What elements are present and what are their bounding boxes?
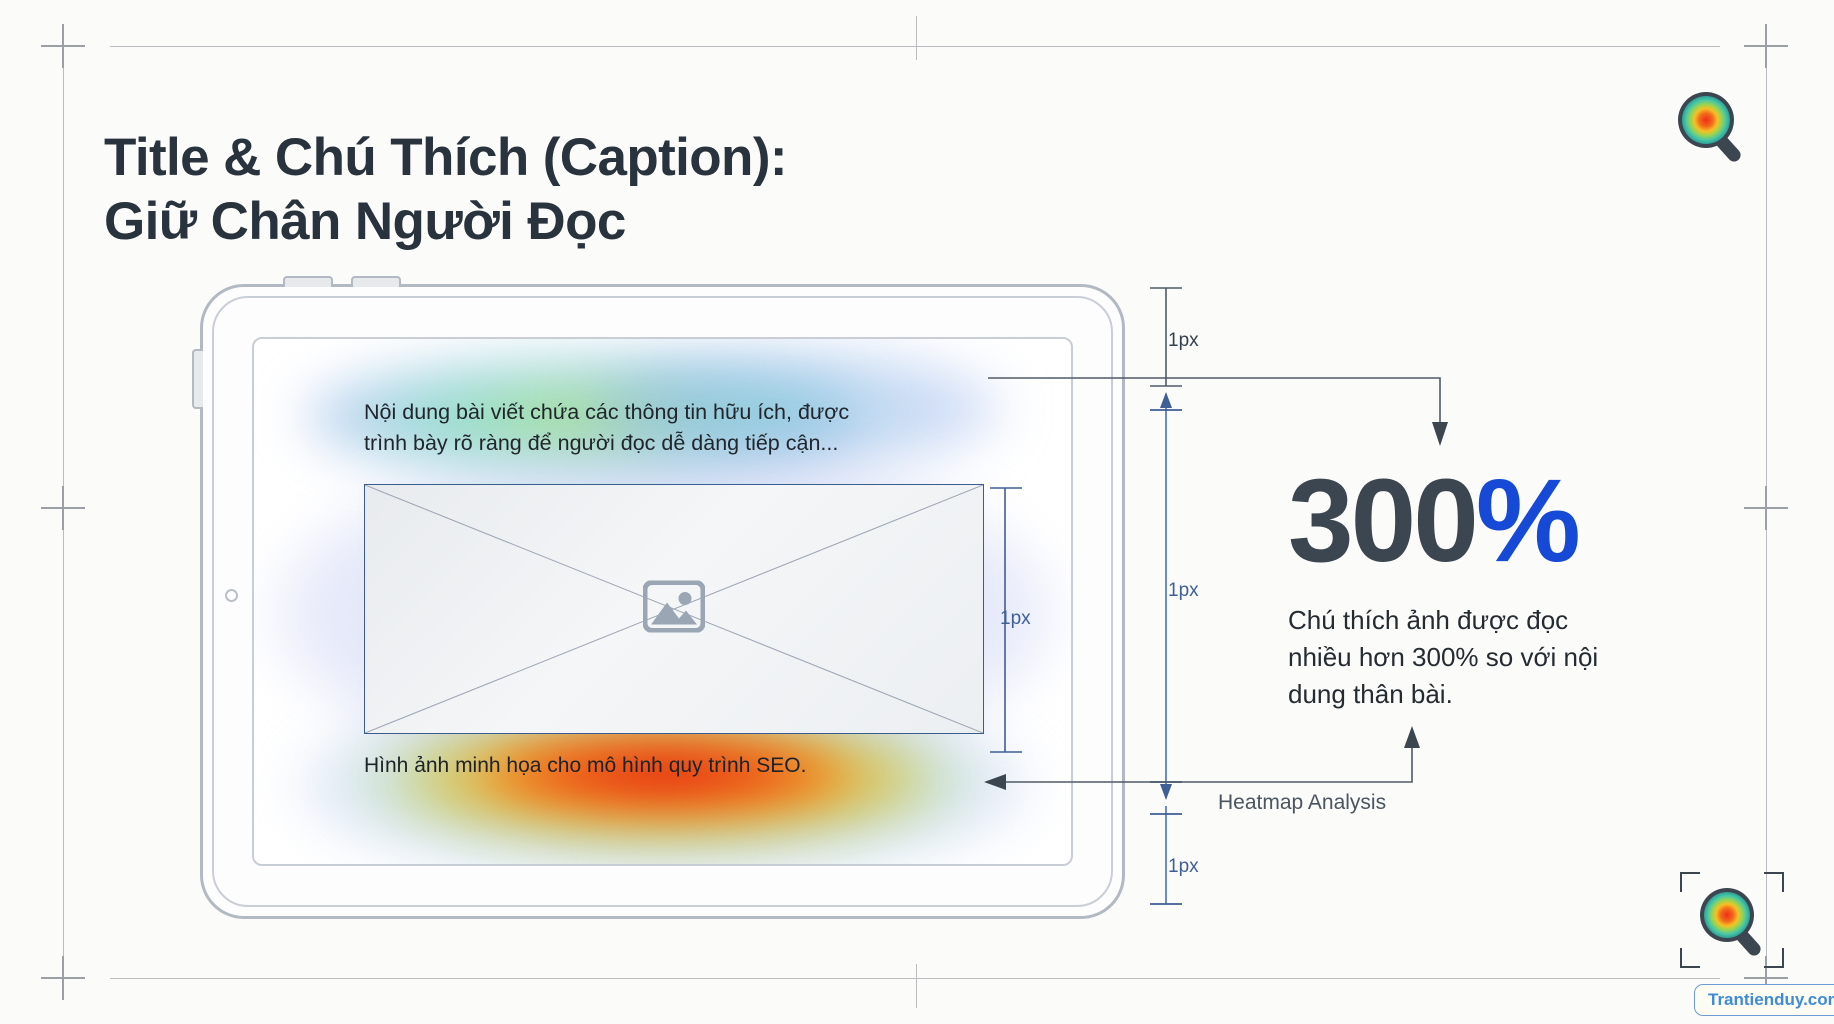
measure-image-right bbox=[990, 487, 1022, 753]
tablet-power-button[interactable] bbox=[192, 349, 203, 409]
article-image-placeholder bbox=[364, 484, 984, 734]
tablet-camera-icon bbox=[225, 589, 238, 602]
measure-label-image-right: 1px bbox=[1000, 608, 1031, 629]
registration-mark-top-right bbox=[1744, 24, 1788, 68]
crop-corner-bottom-left bbox=[1680, 948, 1700, 968]
image-placeholder-icon bbox=[642, 580, 706, 638]
measure-label-bottom-gap: 1px bbox=[1168, 856, 1199, 877]
guide-line-left bbox=[63, 52, 64, 972]
article-body-text: Nội dung bài viết chứa các thông tin hữu… bbox=[364, 400, 850, 455]
crop-corner-top-right bbox=[1764, 872, 1784, 892]
stat-value: 300% bbox=[1288, 462, 1708, 580]
guide-tick-top-center bbox=[916, 16, 917, 60]
crop-frame-icon bbox=[1680, 872, 1784, 968]
heatmap-analysis-label: Heatmap Analysis bbox=[1218, 791, 1387, 814]
measure-label-top-gap: 1px bbox=[1168, 330, 1199, 351]
guide-line-bottom bbox=[110, 978, 1720, 979]
heatmap-magnifier-icon bbox=[1672, 88, 1756, 173]
guide-tick-bottom-center bbox=[916, 964, 917, 1008]
watermark-badge[interactable]: Trantienduy.com bbox=[1694, 984, 1834, 1016]
stat-unit-text: % bbox=[1475, 455, 1581, 587]
stat-number-text: 300 bbox=[1288, 455, 1479, 587]
registration-mark-bottom-right bbox=[1744, 956, 1788, 1000]
stat-block: 300% Chú thích ảnh được đọc nhiều hơn 30… bbox=[1288, 462, 1708, 713]
measure-bottom-gap bbox=[1150, 806, 1182, 905]
page-title: Title & Chú Thích (Caption): Giữ Chân Ng… bbox=[104, 127, 788, 252]
crop-corner-top-left bbox=[1680, 872, 1700, 892]
heatmap-magnifier-icon-bottom bbox=[1694, 884, 1778, 967]
connector-body-to-stat bbox=[988, 377, 1448, 446]
placeholder-diagonals-icon bbox=[365, 485, 983, 733]
registration-mark-top-left bbox=[41, 24, 85, 68]
tablet-screen: Nội dung bài viết chứa các thông tin hữu… bbox=[252, 337, 1073, 866]
tablet-volume-up-button[interactable] bbox=[283, 276, 333, 287]
stat-description: Chú thích ảnh được đọc nhiều hơn 300% so… bbox=[1288, 605, 1599, 709]
article-caption-text: Hình ảnh minh họa cho mô hình quy trình … bbox=[364, 754, 807, 777]
tablet-volume-down-button[interactable] bbox=[351, 276, 401, 287]
registration-mark-bottom-left bbox=[41, 956, 85, 1000]
registration-mark-mid-left bbox=[41, 486, 85, 530]
guide-line-top bbox=[110, 46, 1720, 47]
crop-corner-bottom-right bbox=[1764, 948, 1784, 968]
measure-top-gap bbox=[1150, 287, 1182, 387]
registration-mark-mid-right bbox=[1744, 486, 1788, 530]
guide-line-right bbox=[1766, 52, 1767, 972]
connector-stat-to-caption bbox=[984, 726, 1420, 790]
measure-label-middle-gap: 1px bbox=[1168, 580, 1199, 601]
tablet-bezel bbox=[212, 296, 1113, 907]
